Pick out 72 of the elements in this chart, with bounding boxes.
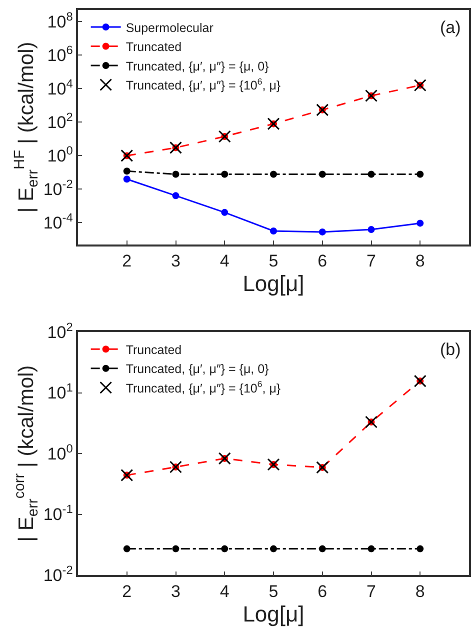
point: [316, 461, 329, 474]
point: [318, 545, 326, 552]
point: [218, 452, 231, 465]
x-tick-label: 8: [415, 582, 425, 602]
point: [414, 79, 426, 92]
x-tick-label: 3: [171, 582, 180, 602]
x-tick-label: 4: [220, 252, 230, 271]
point: [416, 170, 424, 178]
point: [172, 192, 180, 200]
y-tick-label: 10$^{-4}$: [43, 210, 74, 233]
point: [270, 545, 277, 552]
x-axis-title: Log[μ]: [242, 602, 304, 627]
x-tick-label: 6: [318, 252, 328, 271]
y-tick-label: 10$^{1}$: [47, 380, 74, 403]
point: [123, 545, 130, 552]
y-tick-label: 10$^{-1}$: [43, 502, 74, 524]
x-tick-label: 8: [415, 252, 425, 271]
x-tick-label: 2: [122, 252, 132, 271]
x-tick-label: 3: [171, 252, 180, 271]
point: [368, 226, 375, 234]
x-tick-label: 5: [268, 582, 278, 602]
point: [318, 228, 326, 236]
x-tick-label: 2: [122, 582, 132, 602]
point: [368, 170, 375, 178]
point: [414, 374, 426, 388]
point: [120, 149, 134, 162]
y-tick-label: 10$^{6}$: [47, 43, 74, 66]
point: [318, 170, 326, 178]
legend-label: Supermolecular: [126, 20, 214, 35]
legend-label: Truncated, {μ′, μ″} = {μ, 0}: [126, 362, 269, 376]
x-tick-label: 7: [366, 582, 376, 602]
x-tick-label: 7: [366, 252, 376, 271]
point: [368, 545, 375, 552]
y-tick-label: 10$^{8}$: [47, 10, 74, 32]
point: [172, 545, 180, 552]
point: [221, 208, 228, 216]
point: [365, 89, 378, 102]
point: [120, 468, 134, 482]
y-tick-label: 10$^{4}$: [47, 76, 74, 99]
point: [123, 176, 130, 183]
annotation: (a): [440, 18, 461, 37]
y-tick-label: 10$^{-2}$: [43, 562, 74, 585]
point: [270, 170, 277, 178]
x-axis-title: Log[μ]: [242, 271, 304, 296]
annotation: (b): [440, 340, 461, 359]
legend-label: Truncated: [126, 342, 182, 357]
legend-label: Truncated, {μ′, μ″} = {μ, 0}: [126, 59, 269, 74]
x-tick-label: 4: [220, 582, 230, 602]
y-tick-label: 10$^{2}$: [47, 110, 74, 132]
point: [316, 104, 329, 116]
y-tick-label: 10$^{0}$: [47, 441, 74, 464]
point: [267, 458, 280, 471]
x-tick-label: 5: [268, 252, 278, 271]
legend-label: Truncated: [126, 40, 182, 54]
point: [218, 130, 231, 143]
y-tick-label: 10$^{-2}$: [43, 177, 74, 200]
point: [267, 118, 280, 130]
point: [365, 416, 378, 428]
point: [221, 170, 228, 178]
point: [416, 220, 424, 227]
point: [123, 168, 130, 175]
point: [221, 545, 228, 552]
point: [170, 141, 182, 154]
point: [270, 227, 277, 234]
point: [416, 545, 424, 552]
point: [172, 170, 180, 178]
legend-label: Truncated, {μ′, μ″} = {10$^{6}$, μ}: [126, 379, 281, 396]
legend-label: Truncated, {μ′, μ″} = {10$^{6}$, μ}: [126, 76, 281, 93]
point: [170, 460, 182, 474]
y-tick-label: 10$^{2}$: [47, 320, 74, 342]
x-tick-label: 6: [318, 582, 328, 602]
y-tick-label: 10$^{0}$: [47, 144, 74, 166]
